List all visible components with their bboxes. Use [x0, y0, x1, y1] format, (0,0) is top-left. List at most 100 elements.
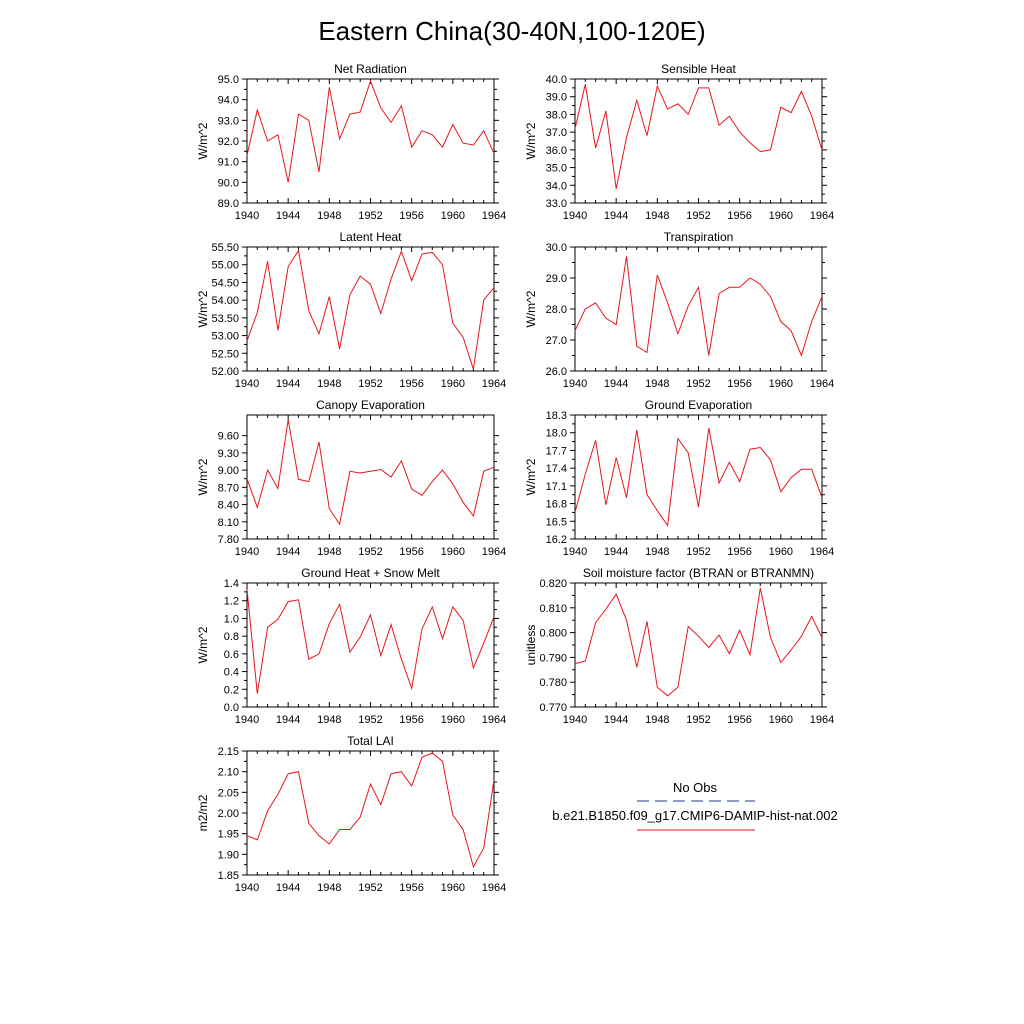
x-tick-label: 1952 [686, 378, 710, 390]
x-tick-label: 1948 [317, 378, 341, 390]
x-tick-label: 1956 [399, 882, 423, 894]
plot-frame [246, 582, 495, 708]
x-tick-label: 1944 [604, 546, 628, 558]
y-tick-label: 34.0 [546, 180, 567, 192]
x-tick-label: 1964 [810, 210, 834, 222]
x-tick-label: 1960 [769, 546, 793, 558]
y-tick-label: 2.15 [218, 746, 239, 758]
y-tick-label: 95.0 [218, 74, 239, 86]
x-tick-label: 1952 [358, 210, 382, 222]
x-tick-label: 1952 [358, 378, 382, 390]
series-line-transpiration [574, 256, 823, 357]
x-tick-label: 1964 [482, 714, 506, 726]
panel-title: Transpiration [664, 230, 734, 244]
panel-total-lai: Total LAI m2/m2 1940 1944 1948 1952 1956 1960 19… [196, 734, 506, 894]
panel-title: Sensible Heat [661, 62, 736, 76]
plot-frame [246, 246, 495, 372]
y-tick-label: 18.0 [546, 428, 567, 440]
y-tick-label: 0.800 [539, 628, 567, 640]
x-tick-label: 1944 [604, 714, 628, 726]
x-tick-label: 1940 [563, 714, 587, 726]
y-tick-label: 9.00 [218, 465, 239, 477]
y-tick-label: 0.4 [224, 667, 239, 679]
y-tick-label: 1.95 [218, 829, 239, 841]
y-tick-label: 0.820 [539, 578, 567, 590]
y-axis-label: W/m^2 [524, 458, 538, 495]
y-tick-label: 52.00 [211, 366, 239, 378]
series-line-ground-heat-snow-melt [246, 589, 495, 694]
x-tick-label: 1960 [441, 882, 465, 894]
y-tick-label: 27.0 [546, 335, 567, 347]
x-tick-label: 1956 [399, 714, 423, 726]
x-tick-label: 1964 [810, 714, 834, 726]
y-tick-label: 8.40 [218, 500, 239, 512]
x-tick-label: 1960 [441, 714, 465, 726]
x-tick-label: 1960 [769, 378, 793, 390]
panel-title: Ground Heat + Snow Melt [301, 566, 440, 580]
x-tick-label: 1956 [727, 546, 751, 558]
y-tick-label: 53.50 [211, 313, 239, 325]
series-line-total-lai [246, 752, 495, 869]
x-tick-label: 1956 [727, 378, 751, 390]
x-tick-label: 1948 [317, 546, 341, 558]
x-tick-label: 1956 [399, 546, 423, 558]
y-tick-label: 94.0 [218, 95, 239, 107]
y-tick-label: 17.7 [546, 445, 567, 457]
series-line-latent-heat [246, 249, 495, 370]
y-tick-label: 1.85 [218, 870, 239, 882]
y-tick-label: 8.10 [218, 517, 239, 529]
panel-title: Latent Heat [339, 230, 402, 244]
x-tick-label: 1964 [482, 546, 506, 558]
plot-frame [574, 246, 823, 372]
x-tick-label: 1948 [645, 546, 669, 558]
x-tick-label: 1944 [604, 210, 628, 222]
figure-title: Eastern China(30-40N,100-120E) [318, 16, 705, 46]
x-tick-label: 1944 [604, 378, 628, 390]
series-line-ground-evaporation [574, 427, 823, 527]
x-tick-label: 1948 [645, 714, 669, 726]
y-axis-label: W/m^2 [196, 122, 210, 159]
plot-frame [574, 582, 823, 708]
x-tick-label: 1948 [317, 714, 341, 726]
y-tick-label: 0.8 [224, 631, 239, 643]
x-tick-label: 1940 [563, 378, 587, 390]
y-axis-label: m2/m2 [196, 794, 210, 831]
y-tick-label: 16.8 [546, 499, 567, 511]
y-tick-label: 55.50 [211, 242, 239, 254]
y-axis-label: W/m^2 [196, 458, 210, 495]
x-tick-label: 1960 [769, 210, 793, 222]
y-tick-label: 0.790 [539, 652, 567, 664]
y-tick-label: 1.4 [224, 578, 239, 590]
y-tick-label: 91.0 [218, 157, 239, 169]
y-tick-label: 52.50 [211, 348, 239, 360]
y-tick-label: 16.2 [546, 534, 567, 546]
series-line-net-radiation [246, 79, 495, 183]
y-tick-label: 0.6 [224, 649, 239, 661]
y-tick-label: 90.0 [218, 177, 239, 189]
panel-latent-heat: Latent Heat W/m^2 1940 1944 1948 1952 1956 1960… [196, 230, 506, 390]
x-tick-label: 1964 [482, 882, 506, 894]
plot-frame [246, 750, 495, 876]
y-tick-label: 36.0 [546, 145, 567, 157]
plot-frame [574, 78, 823, 204]
x-tick-label: 1944 [276, 882, 300, 894]
y-tick-label: 1.0 [224, 613, 239, 625]
y-tick-label: 40.0 [546, 74, 567, 86]
y-tick-label: 53.00 [211, 331, 239, 343]
x-tick-label: 1940 [235, 882, 259, 894]
y-tick-label: 17.1 [546, 481, 567, 493]
y-tick-label: 1.2 [224, 596, 239, 608]
panel-title: Net Radiation [334, 62, 407, 76]
y-tick-label: 0.2 [224, 684, 239, 696]
y-tick-label: 0.810 [539, 603, 567, 615]
panel-canopy-evaporation: Canopy Evaporation W/m^2 1940 1944 1948 1952 1… [196, 398, 506, 558]
y-tick-label: 0.780 [539, 677, 567, 689]
x-tick-label: 1940 [563, 546, 587, 558]
y-tick-label: 30.0 [546, 242, 567, 254]
panel-title: Ground Evaporation [645, 398, 752, 412]
y-tick-label: 55.00 [211, 260, 239, 272]
y-tick-label: 33.0 [546, 198, 567, 210]
y-axis-label: W/m^2 [524, 290, 538, 327]
y-axis-label: unitless [524, 625, 538, 666]
y-tick-label: 1.90 [218, 849, 239, 861]
